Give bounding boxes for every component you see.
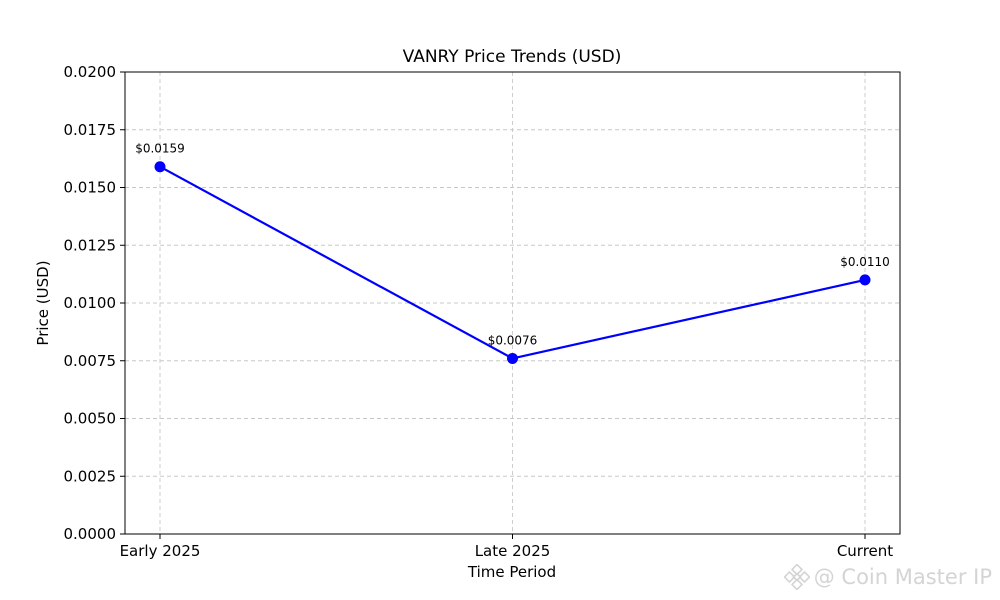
- y-axis-label: Price (USD): [34, 260, 52, 345]
- watermark: @ Coin Master IP: [783, 564, 992, 590]
- data-label: $0.0159: [135, 142, 185, 156]
- y-tick-label: 0.0200: [64, 63, 117, 81]
- x-tick-label: Late 2025: [475, 542, 551, 560]
- grid-lines: [125, 71, 900, 535]
- data-point: [859, 274, 871, 286]
- y-tick-label: 0.0000: [64, 525, 117, 543]
- y-tick-label: 0.0175: [64, 121, 117, 139]
- data-labels: $0.0159 $0.0076 $0.0110: [135, 142, 890, 348]
- x-axis-label: Time Period: [467, 563, 556, 581]
- x-tick-label: Current: [837, 542, 893, 560]
- data-point: [154, 161, 166, 173]
- binance-logo-icon: [783, 564, 810, 590]
- y-tick-label: 0.0075: [64, 352, 117, 370]
- y-tick-label: 0.0100: [64, 294, 117, 312]
- y-axis-ticks: 0.0000 0.0025 0.0050 0.0075 0.0100 0.0125 0.01…: [64, 63, 125, 543]
- y-tick-label: 0.0150: [64, 179, 117, 197]
- y-tick-label: 0.0050: [64, 410, 117, 428]
- data-point: [507, 352, 518, 364]
- x-axis-ticks: Early 2025 Late 2025 Current: [120, 534, 893, 560]
- data-label: $0.0076: [488, 333, 538, 347]
- data-label: $0.0110: [840, 255, 890, 269]
- watermark-text: @ Coin Master IP: [813, 565, 992, 589]
- y-tick-label: 0.0125: [64, 236, 117, 254]
- chart-title: VANRY Price Trends (USD): [403, 47, 622, 67]
- series-vanry: [154, 161, 871, 364]
- x-tick-label: Early 2025: [120, 542, 201, 560]
- y-tick-label: 0.0025: [64, 467, 117, 485]
